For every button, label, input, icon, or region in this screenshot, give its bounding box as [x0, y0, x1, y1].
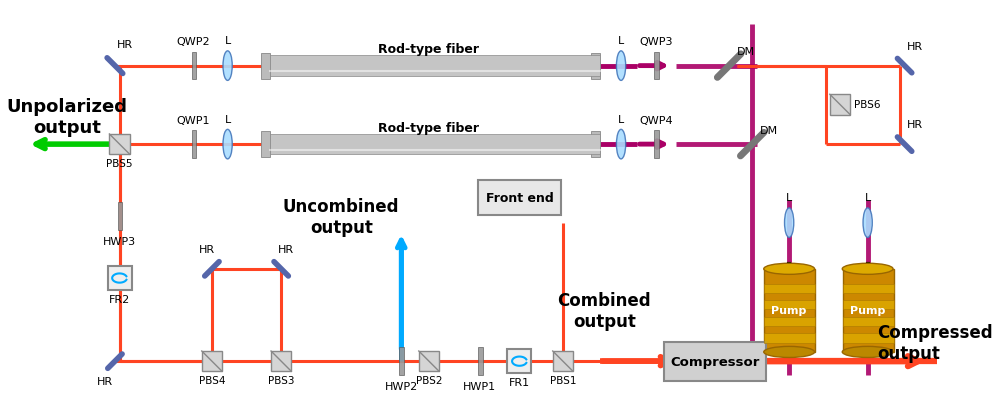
Text: Rod-type fiber: Rod-type fiber — [378, 43, 479, 56]
Bar — [399, 347, 404, 375]
Text: QWP3: QWP3 — [639, 37, 673, 47]
Text: QWP4: QWP4 — [639, 116, 673, 126]
Text: FR2: FR2 — [109, 294, 130, 304]
Text: HR: HR — [906, 120, 923, 130]
Bar — [764, 284, 815, 293]
Text: DM: DM — [737, 47, 755, 57]
Bar — [843, 334, 894, 343]
Text: DM: DM — [760, 126, 778, 135]
Text: Front end: Front end — [486, 192, 553, 205]
Bar — [507, 349, 531, 373]
Text: HWP1: HWP1 — [463, 381, 496, 391]
Bar — [478, 181, 561, 216]
Text: PBS5: PBS5 — [106, 159, 133, 169]
Text: PBS1: PBS1 — [550, 375, 576, 385]
Ellipse shape — [785, 208, 794, 238]
Bar — [843, 301, 894, 310]
Bar — [192, 52, 196, 80]
Bar — [764, 334, 815, 343]
Text: Combined
output: Combined output — [558, 291, 651, 330]
Text: FR1: FR1 — [509, 377, 530, 387]
Bar — [843, 269, 894, 352]
Text: L: L — [786, 193, 792, 203]
Text: Unpolarized
output: Unpolarized output — [6, 98, 127, 136]
Ellipse shape — [616, 130, 626, 159]
Bar — [270, 56, 600, 76]
Bar — [591, 132, 600, 158]
Bar — [764, 317, 815, 326]
Ellipse shape — [764, 263, 815, 275]
Text: HR: HR — [199, 244, 215, 254]
Text: PBS4: PBS4 — [199, 375, 225, 385]
Ellipse shape — [764, 347, 815, 358]
Bar — [478, 347, 483, 375]
Text: HR: HR — [906, 42, 923, 52]
Ellipse shape — [223, 52, 232, 81]
Bar — [108, 266, 132, 290]
Text: PBS2: PBS2 — [416, 375, 442, 385]
Text: L: L — [618, 36, 624, 46]
Text: QWP2: QWP2 — [177, 37, 210, 47]
Text: PBS6: PBS6 — [854, 100, 880, 110]
Text: Rod-type fiber: Rod-type fiber — [378, 122, 479, 135]
Bar — [192, 131, 196, 159]
Bar — [202, 351, 222, 371]
Text: HR: HR — [117, 40, 133, 50]
Bar — [764, 269, 815, 352]
Bar — [419, 351, 439, 371]
Ellipse shape — [863, 208, 872, 238]
Bar — [654, 52, 659, 80]
Text: HWP2: HWP2 — [385, 381, 418, 391]
Bar — [764, 301, 815, 310]
Text: QWP1: QWP1 — [177, 116, 210, 126]
Text: Compressed
output: Compressed output — [877, 323, 993, 362]
Ellipse shape — [842, 347, 893, 358]
Ellipse shape — [616, 52, 626, 81]
Text: Pump: Pump — [771, 306, 807, 316]
Text: L: L — [224, 36, 231, 46]
Text: HR: HR — [278, 244, 294, 254]
Bar — [261, 132, 270, 158]
Bar — [664, 342, 766, 381]
Text: L: L — [865, 193, 871, 203]
Text: HWP3: HWP3 — [103, 236, 136, 246]
Bar — [261, 54, 270, 79]
Bar — [843, 317, 894, 326]
Ellipse shape — [223, 130, 232, 159]
Bar — [843, 284, 894, 293]
Bar — [591, 54, 600, 79]
Text: HR: HR — [97, 376, 113, 386]
Bar — [830, 95, 850, 115]
Ellipse shape — [842, 263, 893, 275]
Bar — [654, 131, 659, 159]
Bar — [118, 203, 122, 230]
Text: L: L — [224, 114, 231, 124]
Text: PBS3: PBS3 — [268, 375, 294, 385]
Bar — [553, 351, 573, 371]
Text: Compressor: Compressor — [671, 355, 760, 368]
Text: L: L — [618, 114, 624, 124]
Text: Pump: Pump — [850, 306, 885, 316]
Bar — [271, 351, 291, 371]
Text: Uncombined
output: Uncombined output — [283, 197, 399, 236]
Bar — [270, 135, 600, 155]
Bar — [109, 135, 130, 155]
